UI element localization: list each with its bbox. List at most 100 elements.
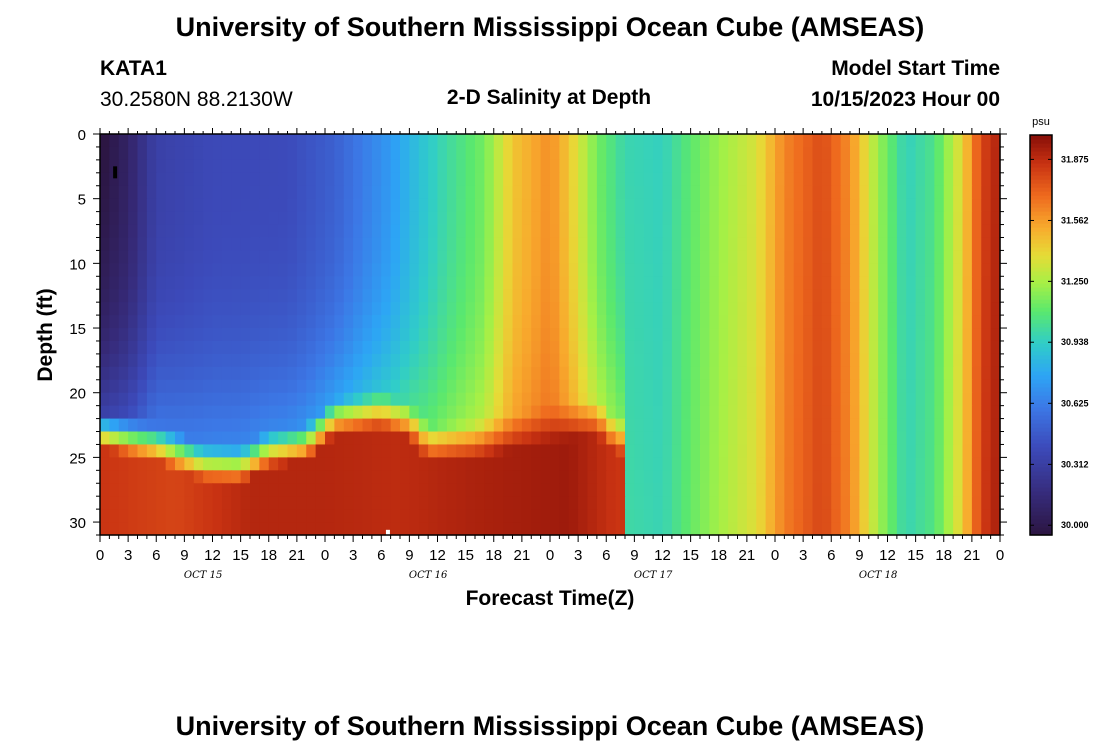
colorbar-swatch — [1030, 479, 1052, 484]
heatmap-cell — [878, 353, 889, 368]
heatmap-cell — [446, 328, 457, 342]
heatmap-cell — [625, 522, 635, 536]
heatmap-cell — [906, 276, 917, 290]
heatmap-cell — [240, 289, 251, 303]
heatmap-cell — [362, 457, 373, 471]
heatmap-cell — [634, 250, 645, 264]
heatmap-cell — [728, 431, 739, 446]
heatmap-cell — [315, 315, 326, 329]
colorbar-swatch — [1030, 183, 1052, 188]
heatmap-cell — [840, 224, 851, 239]
heatmap-cell — [840, 172, 851, 187]
x-tick-label: 6 — [152, 547, 160, 564]
heatmap-cell — [690, 431, 701, 446]
heatmap-cell — [362, 224, 373, 239]
heatmap-cell — [943, 328, 954, 342]
heatmap-cell — [718, 444, 729, 458]
heatmap-cell — [306, 483, 317, 497]
heatmap-cell — [296, 185, 307, 200]
heatmap-cell — [371, 392, 382, 407]
heatmap-cell — [428, 457, 439, 471]
heatmap-cell — [812, 483, 823, 497]
heatmap-cell — [137, 134, 148, 148]
colorbar-swatch — [1030, 431, 1052, 436]
heatmap-cell — [971, 522, 982, 536]
heatmap-cell — [437, 263, 448, 277]
heatmap-cell — [193, 431, 204, 446]
heatmap-cell — [428, 134, 439, 148]
heatmap-cell — [690, 457, 701, 471]
heatmap-cell — [259, 444, 270, 458]
heatmap-cell — [746, 237, 757, 252]
x-tick-label: 0 — [546, 547, 554, 564]
heatmap-cell — [343, 315, 354, 329]
heatmap-cell — [887, 496, 898, 510]
heatmap-cell — [521, 315, 532, 329]
heatmap-cell — [662, 431, 673, 446]
heatmap-cell — [400, 289, 410, 303]
heatmap-cell — [990, 198, 1001, 213]
heatmap-cell — [587, 315, 598, 329]
heatmap-cell — [175, 418, 185, 433]
heatmap-cell — [765, 328, 776, 342]
colorbar-swatch — [1030, 247, 1052, 252]
heatmap-cell — [400, 172, 410, 187]
heatmap-cell — [390, 444, 401, 458]
heatmap-cell — [812, 211, 823, 226]
heatmap-cell — [193, 483, 204, 497]
heatmap-cell — [175, 340, 185, 355]
heatmap-cell — [156, 289, 167, 303]
heatmap-cell — [521, 134, 532, 148]
heatmap-cell — [793, 353, 804, 368]
heatmap-cell — [306, 134, 317, 148]
heatmap-cell — [456, 483, 467, 497]
heatmap-cell — [146, 146, 157, 161]
heatmap-cell — [334, 276, 345, 290]
heatmap-cell — [728, 134, 739, 148]
heatmap-cell — [465, 315, 476, 329]
colorbar-swatch — [1030, 135, 1052, 140]
heatmap-cell — [531, 431, 542, 446]
heatmap-cell — [596, 159, 607, 174]
heatmap-cell — [362, 483, 373, 497]
heatmap-cell — [878, 315, 889, 329]
heatmap-cell — [821, 159, 832, 174]
heatmap-cell — [971, 185, 982, 200]
heatmap-cell — [990, 185, 1001, 200]
heatmap-cell — [953, 315, 964, 329]
heatmap-cell — [868, 134, 879, 148]
heatmap-cell — [371, 198, 382, 213]
heatmap-cell — [784, 496, 795, 510]
heatmap-cell — [334, 405, 345, 420]
heatmap-cell — [456, 328, 467, 342]
heatmap-cell — [606, 340, 617, 355]
heatmap-cell — [109, 146, 120, 161]
heatmap-cell — [540, 146, 551, 161]
heatmap-cell — [231, 302, 242, 316]
heatmap-cell — [981, 211, 992, 226]
heatmap-cell — [587, 379, 598, 394]
heatmap-cell — [756, 172, 767, 187]
heatmap-cell — [925, 159, 935, 174]
heatmap-cell — [371, 366, 382, 381]
heatmap-cell — [690, 470, 701, 484]
heatmap-cell — [484, 353, 495, 368]
heatmap-cell — [296, 328, 307, 342]
heatmap-cell — [446, 405, 457, 420]
heatmap-cell — [700, 353, 710, 368]
heatmap-cell — [109, 496, 120, 510]
colorbar-swatch — [1030, 371, 1052, 376]
heatmap-cell — [446, 185, 457, 200]
heatmap-cell — [390, 185, 401, 200]
heatmap-cell — [540, 263, 551, 277]
heatmap-cell — [250, 263, 260, 277]
heatmap-cell — [775, 470, 785, 484]
heatmap-cell — [625, 289, 635, 303]
heatmap-cell — [231, 483, 242, 497]
heatmap-cell — [109, 509, 120, 523]
heatmap-cell — [925, 483, 935, 497]
heatmap-cell — [296, 483, 307, 497]
heatmap-cell — [418, 250, 429, 264]
heatmap-cell — [906, 172, 917, 187]
heatmap-cell — [484, 289, 495, 303]
